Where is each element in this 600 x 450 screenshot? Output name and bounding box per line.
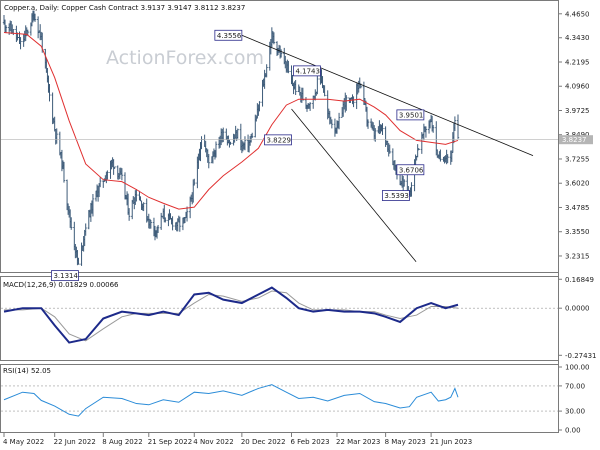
annotation-label: 3.5393 <box>384 192 409 200</box>
annotation-box <box>51 270 79 282</box>
price-tick-label: 4.2195 <box>565 58 590 66</box>
annotation-label: 4.3556 <box>217 32 242 40</box>
watermark: ActionForex.com <box>106 47 264 69</box>
annotation-label: 3.9501 <box>399 111 424 119</box>
price-tick-label: 4.0960 <box>565 83 590 91</box>
annotation-box <box>214 29 243 41</box>
macd-tick-label: 0.0000 <box>565 305 590 313</box>
price-annotation: 3.6706 <box>396 164 425 176</box>
price-annotation: 4.1743 <box>293 65 321 77</box>
price-tick-label: 3.2315 <box>565 252 590 260</box>
annotation-box <box>293 65 321 77</box>
price-tick-label: 3.9725 <box>565 107 590 115</box>
macd-layer: 0.16849 0.0000 -0.27431 <box>1 276 596 360</box>
price-layer: 4.46504.34304.21954.09603.97253.84903.72… <box>1 10 593 282</box>
x-tick-label: 8 May 2023 <box>385 438 426 446</box>
rsi-tick-label: 30.00 <box>565 408 585 416</box>
rsi-tick-label: 70.00 <box>565 382 585 390</box>
annotation-label: 3.8229 <box>266 136 291 144</box>
x-tick-label: 20 Dec 2022 <box>241 438 286 446</box>
price-tick-label: 4.3430 <box>565 34 590 42</box>
annotation-label: 3.6706 <box>399 166 424 174</box>
price-annotation: 3.9501 <box>396 109 425 121</box>
x-tick-label: 4 May 2022 <box>3 438 44 446</box>
annotation-box <box>396 109 425 121</box>
x-tick-label: 4 Nov 2022 <box>193 438 233 446</box>
price-annotation: 3.8229 <box>264 134 292 146</box>
current-price-label: 3.8237 <box>562 136 587 144</box>
main-chart-title: Copper.a, Daily: Copper Cash Contract 3.… <box>4 4 245 12</box>
x-tick-label: 21 Jun 2023 <box>430 438 472 446</box>
x-tick-label: 21 Sep 2022 <box>148 438 192 446</box>
rsi-title: RSI(14) 52.05 <box>3 367 51 375</box>
x-tick-label: 8 Aug 2022 <box>102 438 142 446</box>
x-tick-label: 6 Feb 2023 <box>290 438 329 446</box>
current-price-box <box>559 135 593 145</box>
x-tick-label: 22 Mar 2023 <box>336 438 380 446</box>
moving-average-line <box>3 31 459 210</box>
macd-line <box>3 286 459 344</box>
annotation-box <box>381 190 410 201</box>
price-annotation: 4.3556 <box>214 29 243 41</box>
annotation-box <box>396 164 425 176</box>
rsi-pane-frame <box>0 364 559 433</box>
macd-title: MACD(12,26,9) 0.01829 0.00066 <box>3 281 119 289</box>
x-axis-layer: 4 May 2022 22 Jun 2022 8 Aug 2022 21 Sep 20… <box>3 433 472 446</box>
price-tick-label: 3.3550 <box>565 228 590 236</box>
macd-signal-line <box>4 290 459 342</box>
x-tick-label: 22 Jun 2022 <box>54 438 96 446</box>
annotation-label: 3.1314 <box>53 272 78 280</box>
annotation-label: 4.1743 <box>295 67 320 75</box>
price-tick-label: 3.6020 <box>565 180 590 188</box>
price-annotation: 3.1314 <box>51 270 79 282</box>
price-tick-label: 3.4785 <box>565 204 590 212</box>
rsi-layer: 100.00 70.00 30.00 0.00 <box>1 364 590 435</box>
rsi-tick-label: 100.00 <box>565 364 590 372</box>
rsi-line <box>3 384 459 417</box>
price-annotation: 3.5393 <box>381 190 410 201</box>
price-tick-label: 3.7255 <box>565 155 590 163</box>
price-tick-label: 4.4650 <box>565 10 590 18</box>
macd-tick-label: -0.27431 <box>565 352 596 360</box>
annotation-box <box>264 134 292 146</box>
macd-pane-frame <box>0 276 559 361</box>
trendline <box>291 108 417 263</box>
trendline <box>241 34 534 156</box>
rsi-tick-label: 0.00 <box>565 427 581 435</box>
macd-tick-label: 0.16849 <box>565 276 594 284</box>
